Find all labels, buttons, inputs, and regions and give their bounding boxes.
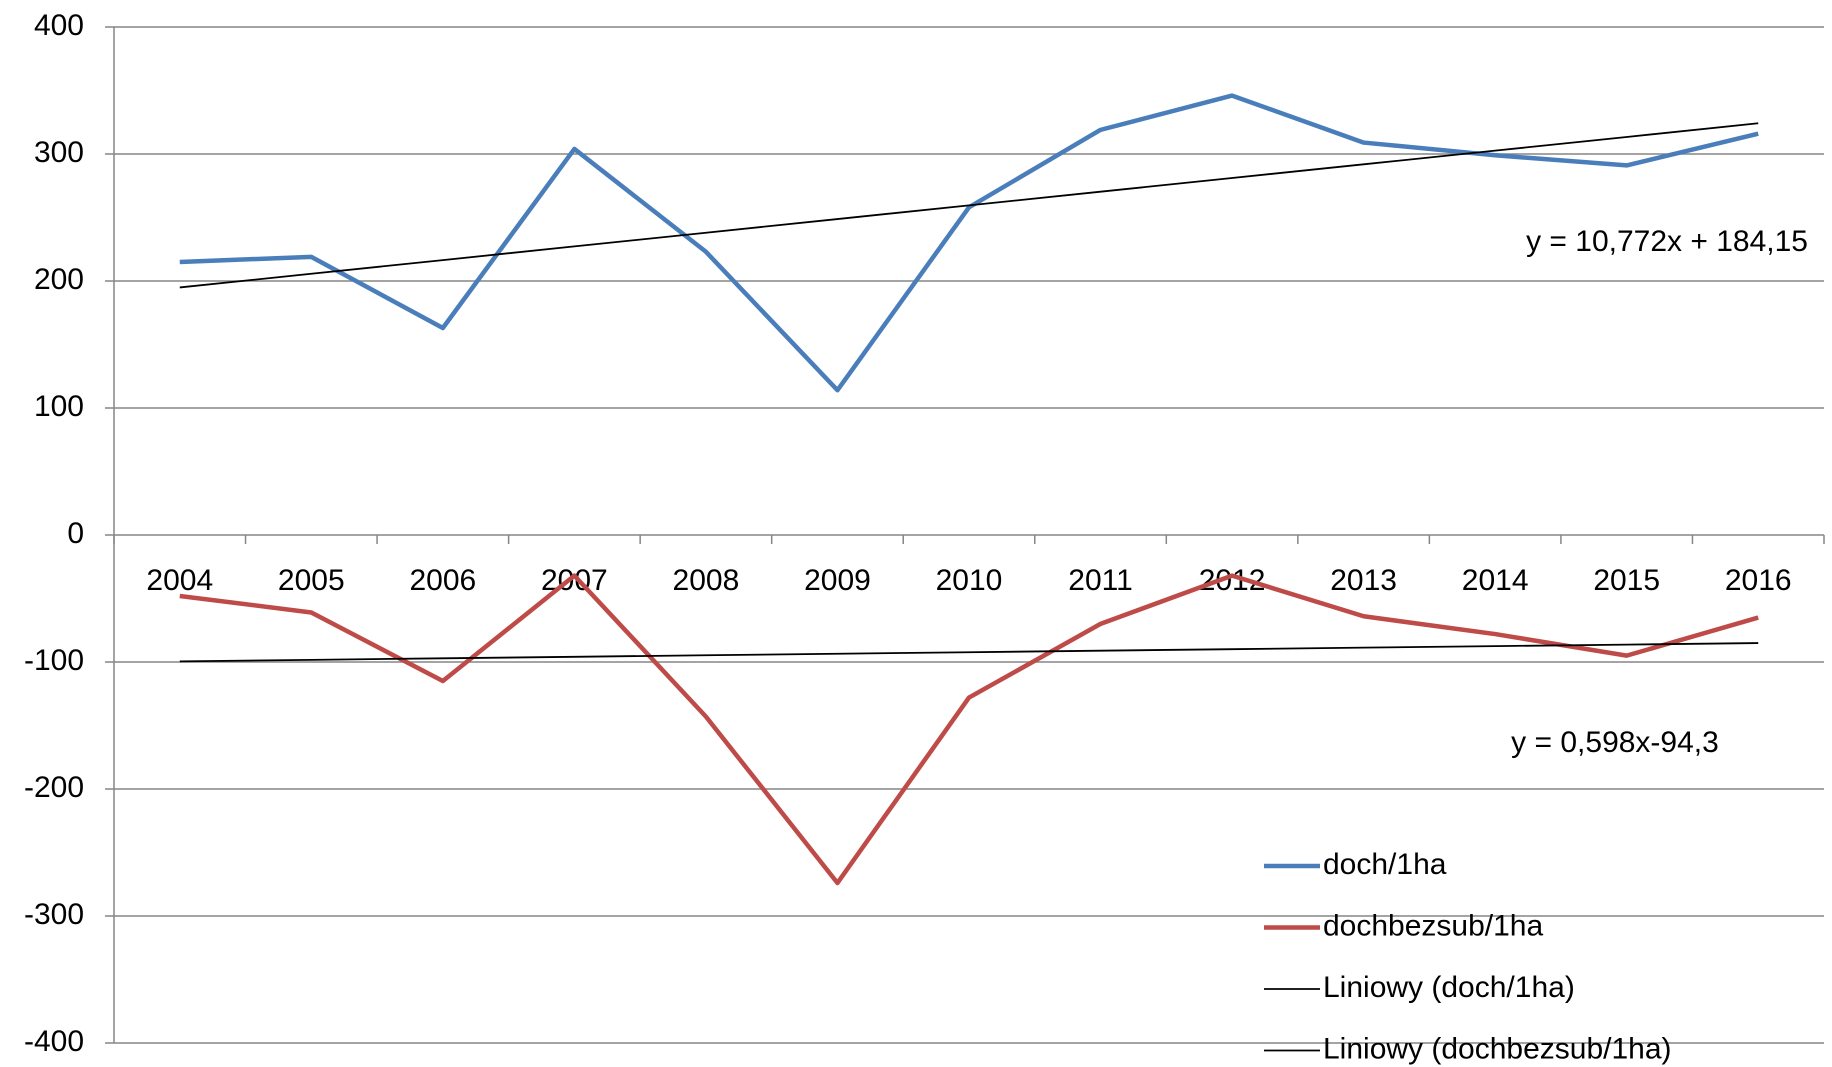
trend-equation: y = 10,772x + 184,15 [1526,225,1808,258]
x-tick-label: 2010 [936,564,1003,597]
x-tick-label: 2012 [1199,564,1266,597]
data-line [179,573,1759,886]
x-tick-label: 2011 [1068,564,1133,597]
x-tick-label: 2006 [409,564,476,597]
x-tick-label: 2014 [1462,564,1529,597]
x-tick-label: 2005 [278,564,345,597]
x-tick-label: 2013 [1330,564,1397,597]
x-tick-label: 2015 [1593,564,1660,597]
x-tick-label: 2016 [1725,564,1792,597]
x-tick-label: 2004 [146,564,213,597]
y-tick-label: 0 [67,517,84,550]
data-line [179,93,1759,393]
x-tick-label: 2009 [804,564,871,597]
x-tick-label: 2008 [673,564,740,597]
trend-equation: y = 0,598x-94,3 [1511,726,1719,759]
legend-label: Liniowy (dochbezsub/1ha) [1323,1032,1672,1065]
y-tick-label: -200 [24,771,84,804]
y-tick-label: -400 [24,1025,84,1058]
trend-line [179,642,1759,663]
y-tick-label: 200 [34,263,84,296]
y-tick-label: -100 [24,644,84,677]
y-tick-label: 400 [34,9,84,42]
legend-label: Liniowy (doch/1ha) [1323,971,1575,1004]
legend-label: dochbezsub/1ha [1323,909,1543,942]
y-tick-label: -300 [24,898,84,931]
trend-line [179,122,1759,289]
legend-label: doch/1ha [1323,848,1447,881]
y-tick-label: 300 [34,136,84,169]
y-tick-label: 100 [34,390,84,423]
